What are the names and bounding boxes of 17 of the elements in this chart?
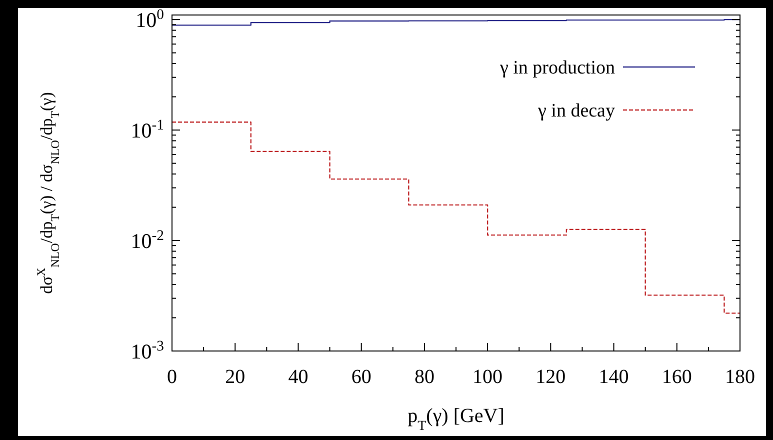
x-tick-label: 0: [167, 366, 177, 388]
x-tick-label: 160: [662, 366, 692, 388]
legend-label: γ in production: [499, 58, 616, 79]
x-tick-label: 180: [725, 366, 755, 388]
x-tick-label: 100: [472, 366, 503, 388]
x-axis-title: p$_{T}$(γ) [GeV]: [408, 405, 504, 434]
x-tick-label: 120: [536, 366, 566, 388]
y-tick-label: 10$^{-2}$: [130, 228, 164, 253]
x-tick-label: 60: [351, 366, 372, 388]
x-tick-label: 40: [288, 366, 308, 388]
y-tick-label: 10$^{0}$: [136, 6, 164, 32]
y-tick-label: 10$^{-1}$: [130, 117, 164, 142]
x-tick-label: 140: [598, 366, 629, 388]
y-tick-label: 10$^{-3}$: [130, 338, 164, 364]
x-tick-label: 20: [225, 366, 246, 388]
legend-label: γ in decay: [537, 100, 616, 122]
x-tick-label: 80: [414, 366, 434, 388]
